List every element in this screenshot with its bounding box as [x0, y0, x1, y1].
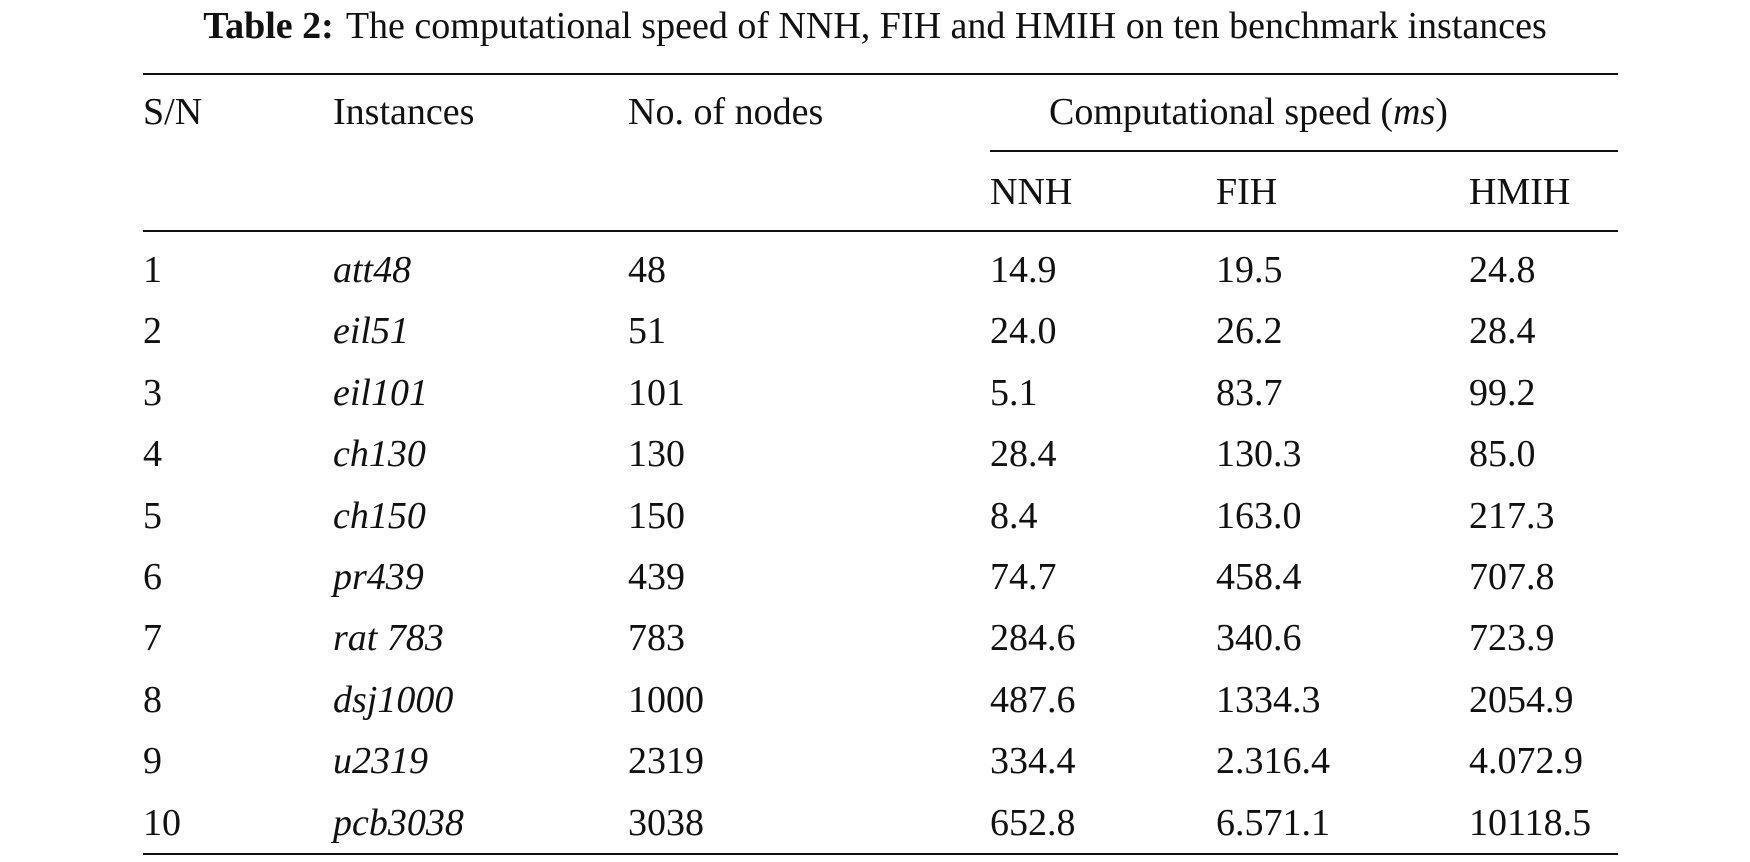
cell: 14.9	[990, 249, 1057, 291]
group-header: Computational speed (ms)	[1049, 93, 1448, 131]
cell: 783	[628, 617, 685, 660]
group-text: Computational speed (	[1049, 91, 1394, 133]
caption-label: Table 2:	[203, 5, 334, 47]
cell: 10	[143, 801, 181, 844]
cell: 28.4	[1469, 310, 1536, 353]
cell: 26.2	[1216, 310, 1283, 353]
cell: 2.316.4	[1216, 740, 1330, 783]
cell: 9	[143, 740, 162, 783]
cell: 130.3	[1216, 433, 1302, 476]
cell: 6	[143, 556, 162, 598]
cell: 723.9	[1469, 617, 1555, 660]
cell: 8.4	[990, 494, 1038, 537]
cell: 3	[143, 371, 162, 414]
cell: 6.571.1	[1216, 801, 1330, 844]
cell: 3038	[628, 801, 704, 844]
cell: 439	[628, 556, 685, 598]
cell: 48	[628, 249, 666, 291]
group-rule	[990, 150, 1618, 152]
cell: 1334.3	[1216, 678, 1321, 721]
cell: 150	[628, 494, 685, 537]
cell: 24.0	[990, 310, 1057, 353]
cell: 1	[143, 249, 162, 291]
cell: ch150	[333, 494, 426, 537]
cell: 652.8	[990, 801, 1076, 844]
cell: 458.4	[1216, 556, 1302, 598]
cell: 130	[628, 433, 685, 476]
cell: 83.7	[1216, 371, 1283, 414]
cell: 74.7	[990, 556, 1057, 598]
sub-header: NNH	[990, 171, 1073, 213]
group-unit: ms	[1393, 91, 1436, 133]
cell: eil51	[333, 310, 409, 353]
cell: eil101	[333, 371, 428, 414]
column-header: No. of nodes	[628, 91, 824, 133]
sub-header: FIH	[1216, 171, 1278, 213]
cell: 2	[143, 310, 162, 353]
cell: pcb3038	[333, 801, 464, 844]
group-close: )	[1435, 91, 1448, 133]
cell: ch130	[333, 433, 426, 476]
caption: Table 2: The computational speed of NNH, …	[0, 4, 1750, 48]
cell: 1000	[628, 678, 704, 721]
top-rule	[143, 73, 1618, 75]
cell: att48	[333, 249, 412, 291]
cell: 28.4	[990, 433, 1057, 476]
cell: 340.6	[1216, 617, 1302, 660]
cell: 2054.9	[1469, 678, 1574, 721]
cell: 284.6	[990, 617, 1076, 660]
cell: 487.6	[990, 678, 1076, 721]
cell: 7	[143, 617, 162, 660]
header-rule	[143, 230, 1618, 232]
cell: rat 783	[333, 617, 444, 660]
cell: 85.0	[1469, 433, 1536, 476]
cell: 19.5	[1216, 249, 1283, 291]
cell: dsj1000	[333, 678, 454, 721]
cell: 99.2	[1469, 371, 1536, 414]
column-header: S/N	[143, 91, 203, 133]
cell: 10118.5	[1469, 801, 1592, 844]
bottom-rule	[143, 853, 1618, 855]
cell: 163.0	[1216, 494, 1302, 537]
cell: pr439	[333, 556, 424, 598]
cell: 4	[143, 433, 162, 476]
cell: 2319	[628, 740, 704, 783]
cell: 5	[143, 494, 162, 537]
cell: 4.072.9	[1469, 740, 1583, 783]
cell: 217.3	[1469, 494, 1555, 537]
cell: 8	[143, 678, 162, 721]
caption-text: The computational speed of NNH, FIH and …	[345, 5, 1547, 47]
sub-header: HMIH	[1469, 171, 1571, 213]
cell: u2319	[333, 740, 428, 783]
cell: 5.1	[990, 371, 1038, 414]
cell: 101	[628, 371, 685, 414]
cell: 707.8	[1469, 556, 1555, 598]
cell: 51	[628, 310, 666, 353]
cell: 334.4	[990, 740, 1076, 783]
cell: 24.8	[1469, 249, 1536, 291]
column-header: Instances	[333, 91, 475, 133]
